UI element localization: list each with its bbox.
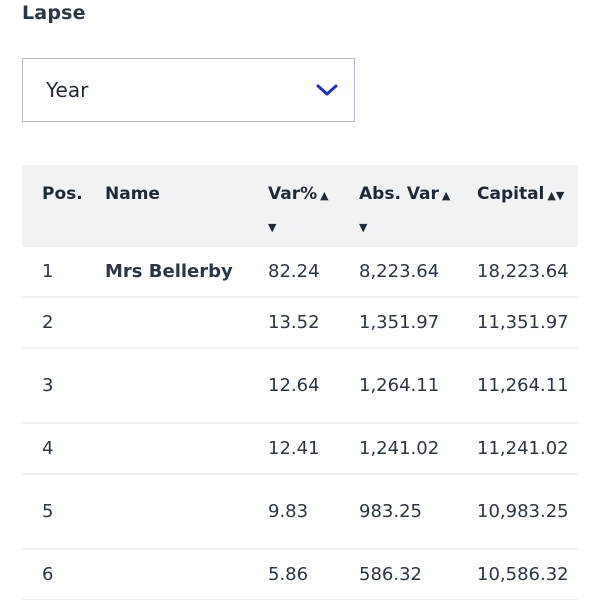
capital-cell: 11,264.11 [477,348,578,424]
table-row[interactable]: 1 Mrs Bellerby 82.24 8,223.64 18,223.64 [22,247,578,298]
table-header-row: Pos. Name Var% ▲ ▼ Abs. Var ▲ ▼ Capital ▲▼ [22,165,578,247]
abs-var-cell: 1,264.11 [359,348,477,424]
abs-var-cell: 8,223.64 [359,247,477,298]
abs-var-header-label: Abs. Var [359,184,439,204]
pos-cell: 2 [22,297,105,349]
var-pct-cell: 9.83 [268,474,359,550]
table-row[interactable]: 4 12.41 1,241.02 11,241.02 [22,423,578,475]
sort-up-icon[interactable]: ▲ [320,189,329,202]
name-cell [105,474,268,550]
var-pct-cell: 13.52 [268,297,359,349]
abs-var-cell: 1,241.02 [359,423,477,475]
pos-header-label: Pos. [42,184,83,204]
lapse-label: Lapse [22,2,86,24]
table-row[interactable]: 5 9.83 983.25 10,983.25 [22,474,578,550]
capital-cell: 18,223.64 [477,247,578,298]
name-cell: Mrs Bellerby [105,247,268,298]
pos-cell: 6 [22,549,105,600]
sort-down-icon[interactable]: ▼ [359,221,368,234]
pos-cell: 4 [22,423,105,475]
capital-cell: 11,351.97 [477,297,578,349]
abs-var-header[interactable]: Abs. Var ▲ ▼ [359,165,477,247]
var-pct-cell: 82.24 [268,247,359,298]
sort-updown-icon[interactable]: ▲▼ [547,189,565,202]
pos-header: Pos. [22,165,105,247]
capital-cell: 11,241.02 [477,423,578,475]
name-header: Name [105,165,268,247]
capital-cell: 10,983.25 [477,474,578,550]
abs-var-cell: 1,351.97 [359,297,477,349]
name-cell [105,348,268,424]
var-pct-cell: 5.86 [268,549,359,600]
name-cell [105,549,268,600]
sort-up-icon[interactable]: ▲ [441,189,451,202]
var-pct-cell: 12.64 [268,348,359,424]
name-header-label: Name [105,184,160,204]
table-row[interactable]: 6 5.86 586.32 10,586.32 [22,549,578,600]
name-cell [105,297,268,349]
chevron-down-icon [316,84,338,96]
capital-header[interactable]: Capital ▲▼ [477,165,578,247]
pos-cell: 3 [22,348,105,424]
abs-var-cell: 586.32 [359,549,477,600]
table-row[interactable]: 3 12.64 1,264.11 11,264.11 [22,348,578,424]
var-pct-header-label: Var% [268,184,318,204]
lapse-select-value: Year [46,78,89,102]
name-cell [105,423,268,475]
pos-cell: 5 [22,474,105,550]
sort-down-icon[interactable]: ▼ [268,221,277,234]
pos-cell: 1 [22,247,105,298]
abs-var-cell: 983.25 [359,474,477,550]
var-pct-cell: 12.41 [268,423,359,475]
ranking-table: Pos. Name Var% ▲ ▼ Abs. Var ▲ ▼ Capital ▲▼ [22,165,578,600]
var-pct-header[interactable]: Var% ▲ ▼ [268,165,359,247]
table-row[interactable]: 2 13.52 1,351.97 11,351.97 [22,297,578,349]
capital-cell: 10,586.32 [477,549,578,600]
lapse-select[interactable]: Year [22,58,355,122]
capital-header-label: Capital [477,184,545,204]
